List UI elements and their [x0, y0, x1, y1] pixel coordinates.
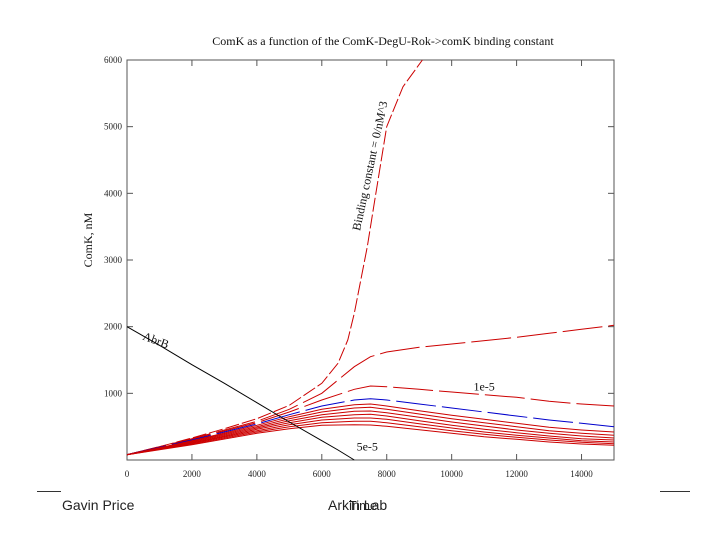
- footer-rule-left: [37, 491, 61, 492]
- series-line-0: [126, 59, 423, 456]
- series-line-2: [126, 385, 615, 456]
- annotation-label: 1e-5: [473, 380, 494, 394]
- series-line-6: [126, 410, 615, 456]
- x-axis-ticks: 0 2000 4000 6000 8000 10000 12000 14000: [125, 60, 593, 479]
- footer-rule-right: [660, 491, 690, 492]
- annotation-layer: Binding constant = 0/nM^3 AbrB 1e-5 5e-5: [141, 100, 495, 454]
- series-line-7: [126, 413, 615, 456]
- series-layer: [126, 59, 615, 461]
- x-tick-label: 0: [125, 469, 130, 479]
- series-line-5: [126, 406, 615, 456]
- x-tick-label: 14000: [570, 469, 593, 479]
- series-line-11: [126, 326, 355, 461]
- x-tick-label: 12000: [505, 469, 528, 479]
- chart-title: ComK as a function of the ComK-DegU-Rok-…: [212, 34, 554, 48]
- series-line-8: [126, 417, 615, 456]
- series-line-1: [126, 324, 615, 456]
- annotation-label: AbrB: [141, 329, 171, 351]
- annotation-label: 5e-5: [357, 440, 378, 454]
- footer-author: Gavin Price: [62, 497, 135, 513]
- footer-lab: Arkin Lab: [328, 497, 388, 513]
- series-line-10: [126, 424, 615, 456]
- y-tick-label: 4000: [104, 188, 123, 198]
- series-line-4: [126, 403, 615, 456]
- y-tick-label: 3000: [104, 255, 123, 265]
- y-axis-ticks: 1000 2000 3000 4000 5000 6000: [104, 55, 614, 398]
- annotation-label: Binding constant = 0/nM^3: [349, 100, 390, 232]
- y-axis-label: ComK, nM: [81, 212, 95, 267]
- x-tick-label: 10000: [440, 469, 463, 479]
- y-tick-label: 2000: [104, 322, 123, 332]
- x-tick-label: 8000: [378, 469, 397, 479]
- series-line-3: [126, 398, 615, 456]
- y-tick-label: 6000: [104, 55, 123, 65]
- x-tick-label: 2000: [183, 469, 202, 479]
- x-tick-label: 6000: [313, 469, 332, 479]
- y-tick-label: 5000: [104, 122, 123, 132]
- x-axis-label: Time: [349, 498, 377, 513]
- x-tick-label: 4000: [248, 469, 267, 479]
- series-line-9: [126, 420, 615, 456]
- y-tick-label: 1000: [104, 388, 123, 398]
